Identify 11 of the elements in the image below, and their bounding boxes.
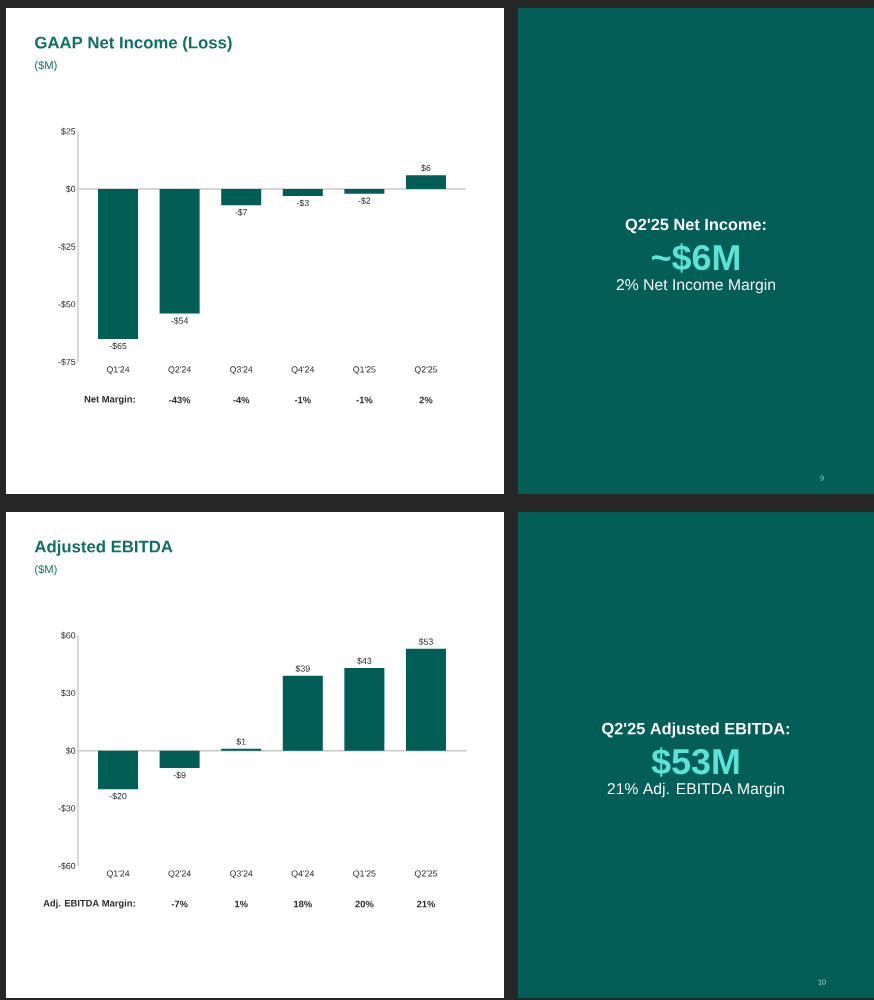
bar xyxy=(344,668,385,751)
text: $53M xyxy=(651,747,739,777)
bar xyxy=(159,750,200,768)
text: Q2'25 Adjusted EBITDA: xyxy=(602,722,789,738)
text: ~$6M xyxy=(652,243,739,273)
text: Q2'25 Net Income: xyxy=(625,218,766,234)
bar xyxy=(282,675,323,751)
bar xyxy=(405,648,446,751)
chart-title: Adjusted EBITDA xyxy=(34,540,173,556)
bar xyxy=(98,750,139,790)
chart-title: GAAP Net Income (Loss) xyxy=(35,36,232,52)
